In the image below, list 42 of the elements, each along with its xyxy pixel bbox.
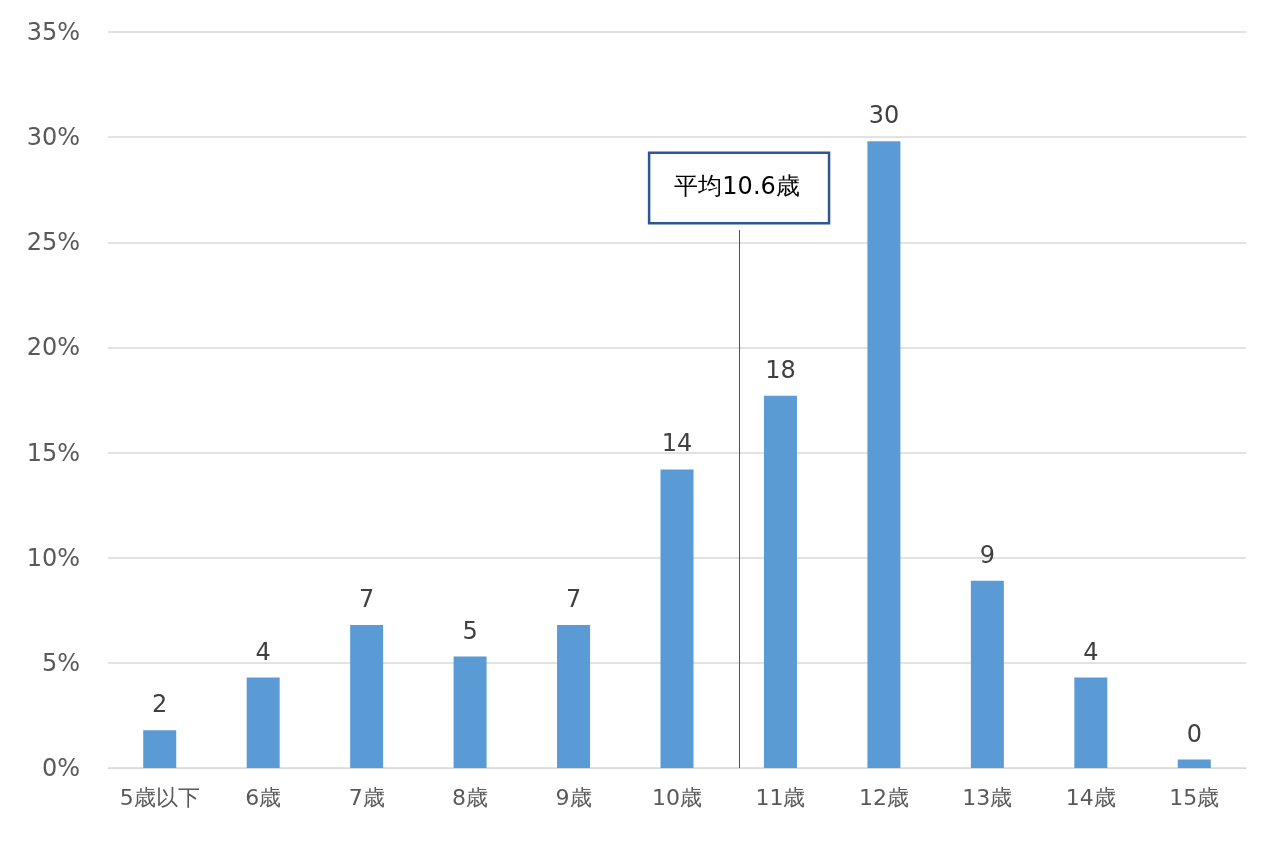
bar — [867, 141, 901, 768]
x-tick-label: 15歳 — [1169, 784, 1220, 810]
y-tick-label: 15% — [26, 438, 80, 467]
y-tick-label: 35% — [26, 18, 80, 46]
bar — [1074, 677, 1108, 768]
y-tick-label: 0% — [41, 754, 80, 782]
bar — [143, 730, 177, 768]
data-label: 2 — [152, 690, 168, 719]
y-tick-label: 25% — [26, 228, 80, 257]
y-tick-label: 10% — [26, 543, 80, 572]
data-label: 30 — [868, 101, 900, 130]
y-tick-label: 30% — [26, 123, 80, 152]
data-label: 7 — [565, 585, 582, 614]
bar — [453, 656, 487, 768]
x-tick-label: 10歳 — [652, 784, 702, 810]
bar — [660, 469, 694, 768]
x-tick-label: 14歳 — [1065, 784, 1116, 810]
x-tick-label: 12歳 — [858, 784, 909, 810]
x-tick-label: 7歳 — [348, 784, 385, 810]
bar — [557, 625, 591, 768]
bar — [970, 580, 1004, 768]
data-label: 7 — [359, 585, 375, 614]
data-label: 14 — [661, 429, 693, 458]
x-tick-label: 6歳 — [245, 784, 282, 810]
x-tick-label: 13歳 — [962, 784, 1013, 810]
x-tick-label: 5歳以下 — [119, 784, 200, 810]
y-tick-label: 5% — [41, 648, 80, 677]
data-label: 18 — [765, 355, 796, 384]
data-label: 9 — [979, 540, 995, 569]
data-label: 4 — [255, 637, 271, 666]
bar — [763, 395, 797, 768]
bar — [350, 625, 384, 768]
data-label: 4 — [1083, 637, 1099, 666]
data-label: 5 — [462, 616, 478, 645]
bar — [246, 677, 280, 768]
data-label: 0 — [1186, 719, 1202, 748]
x-tick-label: 11歳 — [755, 784, 806, 810]
y-tick-label: 20% — [26, 333, 80, 362]
bar — [1177, 759, 1211, 768]
x-tick-label: 8歳 — [452, 784, 489, 810]
ref-line-label: 平均10.6歳 — [674, 172, 800, 201]
x-tick-label: 9歳 — [555, 784, 592, 810]
